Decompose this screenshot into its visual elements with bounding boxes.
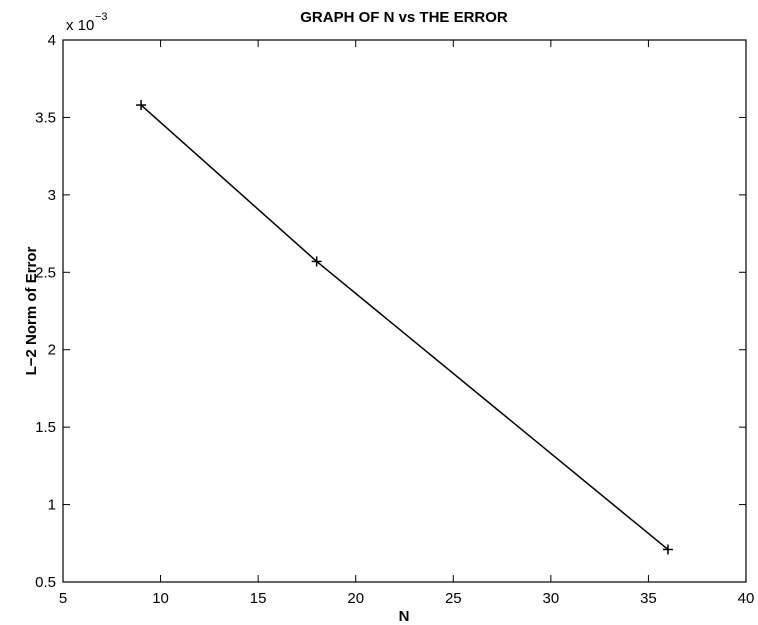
y-tick-label: 2 xyxy=(48,342,56,359)
y-tick-label: 3.5 xyxy=(35,109,56,126)
y-tick-label: 1.5 xyxy=(35,419,56,436)
x-tick-label: 25 xyxy=(445,590,462,607)
x-tick-label: 40 xyxy=(738,590,755,607)
y-axis-label: L−2 Norm of Error xyxy=(23,246,40,375)
chart-title: GRAPH OF N vs THE ERROR xyxy=(300,9,508,26)
plot-area xyxy=(62,39,747,583)
data-point-marker xyxy=(662,544,673,555)
x-axis-label: N xyxy=(399,608,410,625)
y-exponent-power: −3 xyxy=(95,11,108,23)
data-point-marker xyxy=(136,100,147,111)
y-tick-label: 4 xyxy=(48,32,56,49)
x-tick-label: 5 xyxy=(59,590,67,607)
x-tick-label: 10 xyxy=(152,590,169,607)
y-tick-label: 0.5 xyxy=(35,574,56,591)
series-layer xyxy=(136,100,673,555)
y-tick-label: 3 xyxy=(48,187,56,204)
data-point-marker xyxy=(311,256,322,267)
y-tick-label: 1 xyxy=(48,497,56,514)
x-tick-label: 35 xyxy=(640,590,657,607)
y-tick-label: 2.5 xyxy=(35,264,56,281)
x-tick-label: 15 xyxy=(250,590,267,607)
ticks: 5 10 15 20 25 30 35 40 0.5 1 1.5 2 2.5 3 3.5 4 xyxy=(35,32,754,607)
x-tick-label: 30 xyxy=(543,590,560,607)
x-tick-label: 20 xyxy=(347,590,364,607)
y-exponent-label: x 10 xyxy=(66,17,94,34)
